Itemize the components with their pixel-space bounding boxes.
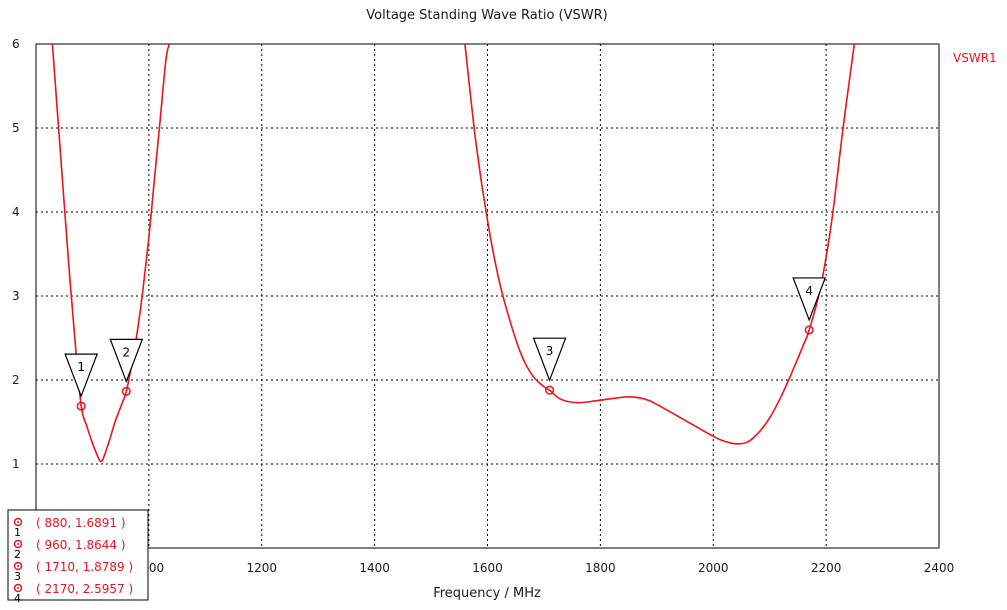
series-line-vswr1 [464, 44, 856, 445]
marker-4-flag[interactable] [792, 277, 827, 322]
x-tick-label: 2000 [698, 561, 729, 575]
marker-1-point[interactable] [76, 401, 86, 411]
legend-series-label: VSWR1 [953, 51, 997, 65]
x-tick-label: 2200 [811, 561, 842, 575]
marker-table-value: ( 960, 1.8644 ) [36, 538, 126, 552]
chart-title: Voltage Standing Wave Ratio (VSWR) [366, 8, 607, 23]
marker-table-icon [13, 539, 23, 549]
marker-1-flag[interactable] [64, 353, 99, 398]
marker-table-value: ( 1710, 1.8789 ) [36, 560, 133, 574]
marker-2-point[interactable] [121, 386, 131, 396]
marker-layer: 1 2 3 4 [64, 277, 827, 411]
marker-table-frame [7, 509, 149, 601]
marker-readout-table: 1 ( 880, 1.6891 ) 2 ( 960, 1.8644 ) 3 ( 1710,… [7, 509, 149, 605]
marker-table-icon-dot [17, 565, 19, 567]
y-tick-label: 3 [12, 289, 20, 303]
y-tick-label: 1 [12, 457, 20, 471]
y-tick-label: 5 [12, 121, 20, 135]
axes [35, 43, 940, 549]
marker-3-point[interactable] [545, 385, 555, 395]
marker-2-flag[interactable] [109, 338, 144, 384]
marker-table-value: ( 880, 1.6891 ) [36, 516, 126, 530]
marker-table-icon-dot [17, 543, 19, 545]
marker-1-number: 1 [77, 360, 85, 374]
x-axis-label: Frequency / MHz [433, 586, 541, 601]
grid-lines [36, 44, 939, 548]
curve-layer [51, 44, 856, 463]
marker-table-icon [13, 583, 23, 593]
marker-table-index: 1 [14, 526, 21, 539]
x-tick-label: 1400 [359, 561, 390, 575]
marker-3-number: 3 [546, 344, 554, 358]
y-tick-label: 6 [12, 37, 20, 51]
y-tick-label: 2 [12, 373, 20, 387]
x-tick-label: 1200 [246, 561, 277, 575]
x-tick-label: 1600 [472, 561, 503, 575]
marker-table-index: 4 [14, 592, 21, 605]
marker-4-point[interactable] [804, 325, 814, 335]
marker-table-index: 3 [14, 570, 21, 583]
marker-2-number: 2 [122, 345, 130, 359]
x-tick-label: 1800 [585, 561, 616, 575]
marker-table-icon-dot [17, 587, 19, 589]
y-tick-label: 4 [12, 205, 20, 219]
series-line-vswr1 [51, 44, 170, 463]
marker-table-icon [13, 517, 23, 527]
marker-table-icon-dot [17, 521, 19, 523]
marker-table-index: 2 [14, 548, 21, 561]
x-tick-label: 2400 [924, 561, 955, 575]
marker-table-value: ( 2170, 2.5957 ) [36, 582, 133, 596]
marker-4-number: 4 [805, 284, 813, 298]
marker-3-flag[interactable] [532, 337, 567, 382]
marker-table-icon [13, 561, 23, 571]
